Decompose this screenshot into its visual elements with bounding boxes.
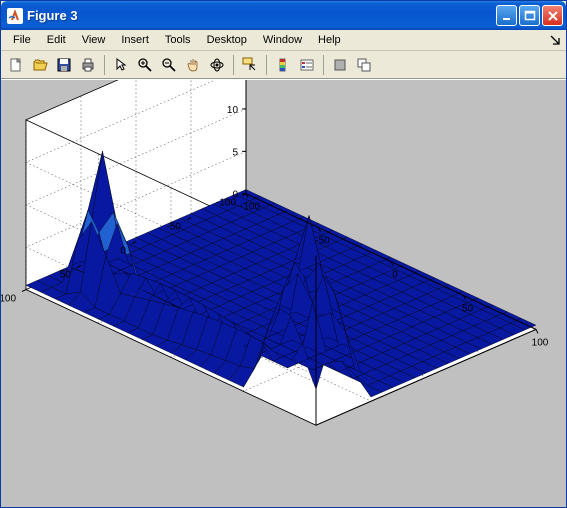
insertlegend-button[interactable] [296,54,318,76]
toolbar-sep [266,55,267,75]
toolbar [1,51,566,79]
toolbar-sep [104,55,105,75]
toolbar-sep [233,55,234,75]
svg-text:0: 0 [392,270,398,281]
svg-text:100: 100 [1,293,16,304]
pan-button[interactable] [182,54,204,76]
titlebar[interactable]: Figure 3 [1,1,566,30]
save-button[interactable] [53,54,75,76]
svg-text:0: 0 [120,246,126,257]
dock-icon[interactable] [548,33,562,47]
figure-window: Figure 3 File Edit View Insert Tools Des… [0,0,567,508]
menu-insert[interactable]: Insert [113,32,157,48]
menu-file[interactable]: File [5,32,39,48]
svg-text:50: 50 [462,303,474,314]
plot-canvas[interactable]: 05101520-100-50050100-100-50050100 [1,79,566,507]
datacursor-button[interactable] [239,54,261,76]
menu-tools[interactable]: Tools [157,32,199,48]
maximize-button[interactable] [519,5,540,26]
zoom-in-button[interactable] [134,54,156,76]
menu-window[interactable]: Window [255,32,310,48]
svg-text:-50: -50 [315,236,330,247]
svg-text:-100: -100 [216,198,236,209]
svg-text:-100: -100 [240,202,260,213]
menubar: File Edit View Insert Tools Desktop Wind… [1,30,566,51]
svg-text:50: 50 [60,270,72,281]
close-button[interactable] [542,5,563,26]
hideplot-button[interactable] [329,54,351,76]
menu-edit[interactable]: Edit [39,32,74,48]
menu-view[interactable]: View [74,32,114,48]
open-button[interactable] [29,54,51,76]
zoom-out-button[interactable] [158,54,180,76]
pointer-button[interactable] [110,54,132,76]
matlab-icon [7,8,23,24]
svg-text:100: 100 [532,337,549,348]
insertcolorbar-button[interactable] [272,54,294,76]
toolbar-sep [323,55,324,75]
showplot-button[interactable] [353,54,375,76]
svg-text:-50: -50 [167,222,182,233]
titlebar-title: Figure 3 [27,8,494,23]
rotate3d-button[interactable] [206,54,228,76]
new-button[interactable] [5,54,27,76]
minimize-button[interactable] [496,5,517,26]
menu-desktop[interactable]: Desktop [199,32,255,48]
menu-help[interactable]: Help [310,32,349,48]
svg-text:10: 10 [227,105,239,116]
svg-text:5: 5 [232,147,238,158]
surface-plot[interactable]: 05101520-100-50050100-100-50050100 [1,80,566,507]
print-button[interactable] [77,54,99,76]
